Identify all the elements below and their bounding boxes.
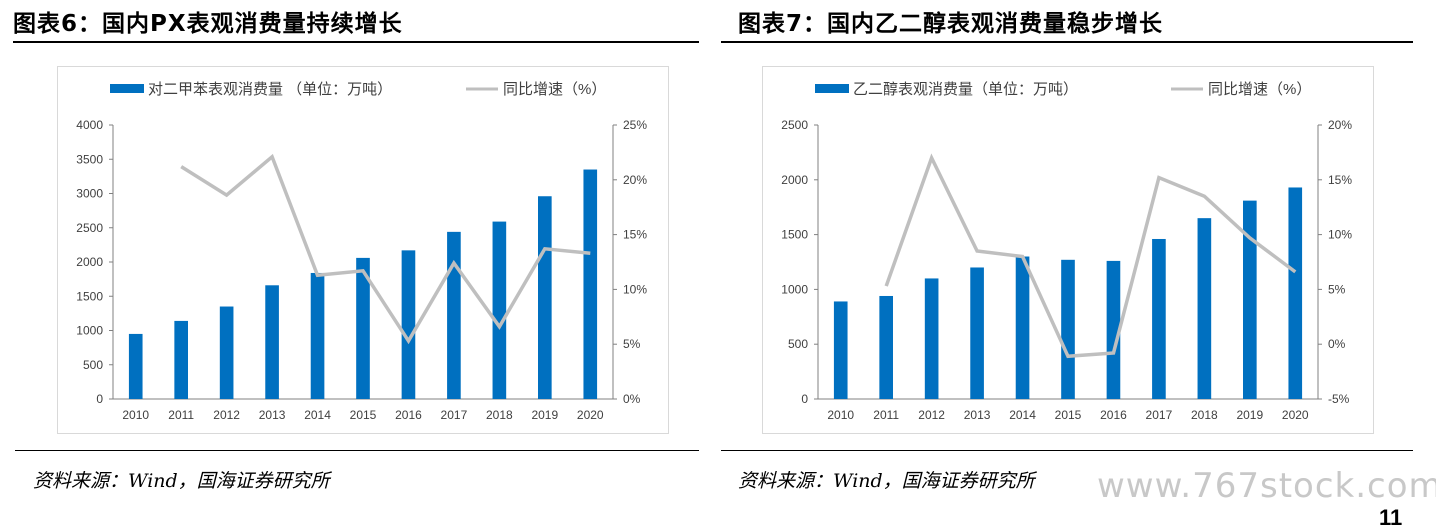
bar	[174, 320, 188, 399]
y2-tick-label: 0%	[623, 392, 641, 406]
x-tick-label: 2020	[577, 408, 604, 422]
y-tick-label: 2500	[76, 221, 103, 235]
bar	[401, 250, 416, 399]
x-tick-label: 2017	[441, 408, 468, 422]
chart-title: 图表7：国内乙二醇表观消费量稳步增长	[738, 11, 1164, 37]
y2-tick-label: 20%	[1328, 118, 1352, 132]
y-tick-label: 2000	[781, 173, 808, 187]
chart-svg-px: 对二甲苯表观消费量 （单位：万吨） 同比增速（%） 0 500 1000 1500 2000…	[76, 81, 647, 422]
y-tick-label: 2500	[781, 118, 808, 132]
x-tick-label: 2013	[964, 408, 991, 422]
bar	[1197, 218, 1212, 399]
bar	[833, 301, 848, 399]
title-divider	[721, 41, 1413, 43]
y-tick-label: 3500	[76, 152, 103, 166]
watermark: www.767stock.com	[1097, 466, 1436, 506]
bar	[492, 221, 507, 399]
growth-line	[180, 153, 591, 345]
bar	[583, 169, 598, 399]
bar	[924, 278, 939, 399]
bar	[970, 267, 984, 399]
y2-tick-label: 5%	[623, 337, 641, 351]
x-tick-label: 2010	[122, 408, 149, 422]
x-tick-label: 2019	[531, 408, 558, 422]
y-tick-label: 1500	[76, 289, 103, 303]
x-tick-label: 2019	[1236, 408, 1263, 422]
x-tick-label: 2012	[213, 408, 240, 422]
x-tick-label: 2015	[350, 408, 377, 422]
bar	[1152, 238, 1166, 399]
page-number: 11	[1379, 505, 1403, 530]
y-tick-label: 500	[83, 358, 103, 372]
x-tick-label: 2014	[1009, 408, 1036, 422]
source-divider	[15, 450, 699, 451]
x-tick-label: 2011	[168, 408, 194, 422]
x-tick-label: 2016	[395, 408, 422, 422]
bar	[128, 333, 143, 399]
bar	[219, 306, 234, 399]
x-tick-label: 2017	[1146, 408, 1173, 422]
bar	[879, 295, 893, 399]
chart-frame: 对二甲苯表观消费量 （单位：万吨） 同比增速（%） 0 500 1000 1500 2000…	[57, 66, 669, 434]
y-tick-label: 0	[96, 392, 103, 406]
y2-tick-label: 15%	[623, 228, 647, 242]
x-tick-label: 2015	[1055, 408, 1082, 422]
x-tick-label: 2016	[1100, 408, 1127, 422]
legend-label-bar: 对二甲苯表观消费量 （单位：万吨）	[148, 81, 392, 98]
chart-frame: 乙二醇表观消费量（单位：万吨） 同比增速（%） 0 500 1000 1500 2000 25…	[762, 66, 1374, 434]
y2-tick-label: 15%	[1328, 173, 1352, 187]
legend-label-line: 同比增速（%）	[1208, 81, 1311, 98]
bar	[356, 257, 370, 399]
y-tick-label: 1500	[781, 228, 808, 242]
legend-label-bar: 乙二醇表观消费量（单位：万吨）	[853, 81, 1078, 98]
y2-tick-label: 10%	[623, 282, 647, 296]
bar	[1243, 200, 1257, 399]
bar	[1288, 187, 1303, 399]
title-divider	[13, 41, 699, 43]
legend-swatch-bar	[815, 84, 849, 93]
bar	[1106, 260, 1121, 399]
x-tick-label: 2011	[873, 408, 899, 422]
bar	[1061, 259, 1075, 399]
x-tick-label: 2013	[259, 408, 286, 422]
y2-tick-label: 25%	[623, 118, 647, 132]
y-tick-label: 500	[788, 337, 808, 351]
legend-label-line: 同比增速（%）	[503, 81, 606, 98]
x-tick-label: 2020	[1282, 408, 1309, 422]
x-tick-label: 2018	[1191, 408, 1218, 422]
bar	[310, 272, 325, 399]
growth-line	[884, 153, 1297, 359]
y-tick-label: 1000	[76, 324, 103, 338]
chart-title: 图表6：国内PX表观消费量持续增长	[13, 11, 403, 37]
bar	[447, 231, 461, 399]
y-tick-label: 1000	[781, 282, 808, 296]
x-tick-label: 2014	[304, 408, 331, 422]
x-tick-label: 2010	[827, 408, 854, 422]
x-tick-label: 2012	[918, 408, 945, 422]
bar	[1015, 256, 1030, 399]
y2-tick-label: 20%	[623, 173, 647, 187]
y2-tick-label: 10%	[1328, 228, 1352, 242]
y-tick-label: 3000	[76, 187, 103, 201]
source-note: 资料来源：Wind，国海证券研究所	[738, 470, 1035, 492]
source-divider	[721, 450, 1413, 451]
legend-swatch-bar	[110, 84, 144, 93]
source-note: 资料来源：Wind，国海证券研究所	[33, 470, 330, 492]
y-tick-label: 0	[801, 392, 808, 406]
y2-tick-label: 0%	[1328, 337, 1346, 351]
chart-svg-meg: 乙二醇表观消费量（单位：万吨） 同比增速（%） 0 500 1000 1500 2000 25…	[781, 81, 1352, 422]
bar	[538, 196, 552, 399]
y-tick-label: 2000	[76, 255, 103, 269]
y2-tick-label: -5%	[1328, 392, 1350, 406]
y-tick-label: 4000	[76, 118, 103, 132]
x-tick-label: 2018	[486, 408, 513, 422]
y2-tick-label: 5%	[1328, 282, 1346, 296]
bar	[265, 285, 279, 399]
